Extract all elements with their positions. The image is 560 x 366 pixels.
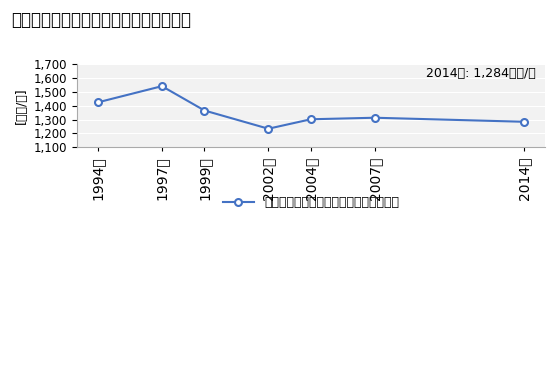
Y-axis label: [万円/人]: [万円/人]: [15, 87, 28, 124]
Text: 商業の従業者一人当たり年間商品販売額: 商業の従業者一人当たり年間商品販売額: [11, 11, 191, 29]
商業の従業者一人当たり年間商品販売額: [520, 120, 527, 124]
商業の従業者一人当たり年間商品販売額: [265, 127, 272, 131]
商業の従業者一人当たり年間商品販売額: [158, 84, 165, 88]
Text: 2014年: 1,284万円/人: 2014年: 1,284万円/人: [426, 67, 535, 80]
商業の従業者一人当たり年間商品販売額: [307, 117, 314, 122]
Line: 商業の従業者一人当たり年間商品販売額: 商業の従業者一人当たり年間商品販売額: [95, 83, 527, 132]
商業の従業者一人当たり年間商品販売額: [95, 100, 101, 105]
商業の従業者一人当たり年間商品販売額: [371, 116, 378, 120]
商業の従業者一人当たり年間商品販売額: [201, 108, 208, 113]
Legend: 商業の従業者一人当たり年間商品販売額: 商業の従業者一人当たり年間商品販売額: [218, 191, 404, 214]
